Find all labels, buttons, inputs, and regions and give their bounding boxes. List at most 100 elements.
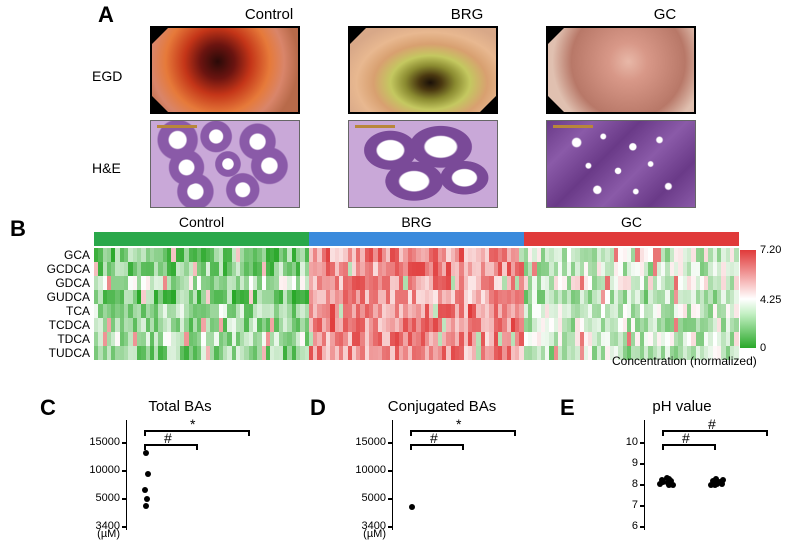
y-axis	[644, 420, 645, 530]
data-point	[144, 496, 150, 502]
y-tick-label: 5000	[334, 492, 386, 504]
heatmap-cell	[734, 318, 738, 332]
data-point	[145, 471, 151, 477]
y-tick-label: 10	[586, 436, 638, 448]
y-tick-mark	[388, 526, 392, 528]
y-tick-mark	[388, 498, 392, 500]
heatmap-row-label: TDCA	[38, 332, 90, 346]
heatmap-row	[94, 332, 739, 346]
heatmap-row-label: TUDCA	[38, 346, 90, 360]
heatmap-row-label: GDCA	[38, 276, 90, 290]
y-axis	[392, 420, 393, 530]
colorbar-tick-min: 0	[760, 342, 766, 354]
panel-c-label: C	[40, 395, 56, 421]
heatmap-cell	[734, 332, 738, 346]
data-point	[409, 504, 415, 510]
panel-a-col-header-control: Control	[194, 6, 344, 23]
panel-a-row-label-egd: EGD	[92, 68, 122, 84]
heatmap-cell	[734, 276, 738, 290]
significance-mark: #	[430, 430, 438, 446]
data-point	[142, 487, 148, 493]
y-tick-mark	[640, 505, 644, 507]
colorbar-tick-mid: 4.25	[760, 294, 781, 306]
heatmap-colorbar	[740, 250, 756, 348]
y-tick-mark	[122, 442, 126, 444]
panel-a-label: A	[98, 2, 114, 28]
y-tick-label: 8	[586, 478, 638, 490]
panel-c-chart: 150001000050003400(µM)*#	[68, 418, 278, 530]
y-tick-mark	[388, 470, 392, 472]
y-tick-mark	[640, 442, 644, 444]
heatmap-cell	[734, 304, 738, 318]
panel-a-row-label-he: H&E	[92, 160, 121, 176]
heatmap-row	[94, 262, 739, 276]
panel-c-title: Total BAs	[110, 398, 250, 415]
he-gc-image	[546, 120, 696, 208]
group-label-gc: GC	[524, 214, 739, 230]
panel-a-image-grid	[150, 26, 696, 208]
y-tick-mark	[640, 463, 644, 465]
heatmap-row	[94, 318, 739, 332]
data-point	[670, 482, 676, 488]
data-point	[717, 479, 723, 485]
heatmap-row	[94, 248, 739, 262]
data-point	[143, 503, 149, 509]
group-label-control: Control	[94, 214, 309, 230]
group-bar-brg	[309, 232, 524, 246]
group-label-brg: BRG	[309, 214, 524, 230]
egd-gc-image	[546, 26, 696, 114]
panel-b-container: GCAGCDCAGDCAGUDCATCATCDCATDCATUDCA Contr…	[38, 232, 739, 360]
he-control-image	[150, 120, 300, 208]
data-point	[143, 450, 149, 456]
y-tick-mark	[122, 498, 126, 500]
significance-mark: *	[456, 416, 461, 432]
heatmap-cell	[734, 262, 738, 276]
y-tick-label: 15000	[68, 436, 120, 448]
y-tick-label: 10000	[68, 464, 120, 476]
y-tick-label: 6	[586, 520, 638, 532]
y-tick-label: 10000	[334, 464, 386, 476]
heatmap-row-label: GCA	[38, 248, 90, 262]
heatmap-row	[94, 276, 739, 290]
y-tick-label: 7	[586, 499, 638, 511]
heatmap-row	[94, 290, 739, 304]
panel-e-chart: 10 9 8 7 6 # #	[586, 418, 786, 530]
he-brg-image	[348, 120, 498, 208]
panel-a-col-header-gc: GC	[590, 6, 740, 23]
heatmap-cell	[734, 290, 738, 304]
heatmap-group-bars	[94, 232, 739, 246]
significance-mark: *	[190, 416, 195, 432]
panel-d-chart: 150001000050003400(µM)*#	[334, 418, 544, 530]
heatmap-row-labels: GCAGCDCAGDCAGUDCATCATCDCATDCATUDCA	[38, 248, 90, 360]
panel-d-label: D	[310, 395, 326, 421]
panel-b-label: B	[10, 216, 26, 242]
data-point	[660, 479, 666, 485]
panel-e-label: E	[560, 395, 575, 421]
heatmap-row-label: GUDCA	[38, 290, 90, 304]
y-tick-mark	[122, 470, 126, 472]
panel-d-title: Conjugated BAs	[362, 398, 522, 415]
heatmap-row-label: TCDCA	[38, 318, 90, 332]
heatmap-row-label: TCA	[38, 304, 90, 318]
y-tick-mark	[640, 484, 644, 486]
significance-mark: #	[708, 416, 716, 432]
y-tick-mark	[122, 526, 126, 528]
colorbar-tick-max: 7.20	[760, 244, 781, 256]
y-tick-label: 5000	[68, 492, 120, 504]
significance-mark: #	[682, 430, 690, 446]
significance-mark: #	[164, 430, 172, 446]
heatmap-grid	[94, 248, 739, 360]
heatmap-row-label: GCDCA	[38, 262, 90, 276]
y-axis	[126, 420, 127, 530]
heatmap-cell	[734, 248, 738, 262]
y-tick-label: 15000	[334, 436, 386, 448]
group-bar-gc	[524, 232, 739, 246]
y-tick-mark	[388, 442, 392, 444]
group-bar-control	[94, 232, 309, 246]
y-tick-label: 9	[586, 457, 638, 469]
colorbar-legend: Concentration (normalized)	[612, 354, 757, 368]
heatmap-row	[94, 304, 739, 318]
panel-a-col-header-brg: BRG	[392, 6, 542, 23]
panel-e-title: pH value	[622, 398, 742, 415]
egd-brg-image	[348, 26, 498, 114]
